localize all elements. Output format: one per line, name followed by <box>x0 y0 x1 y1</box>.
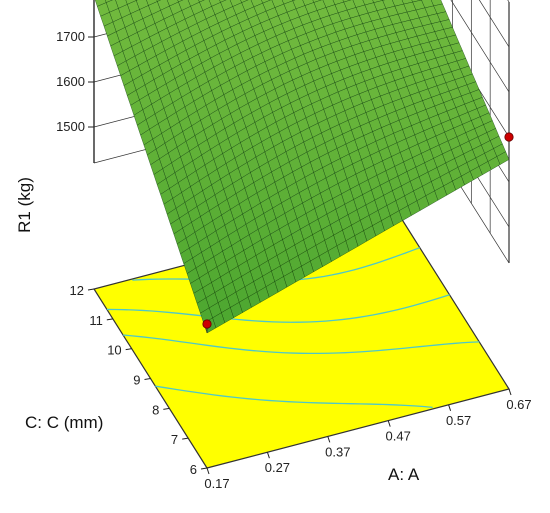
a-tick-label: 0.27 <box>265 460 290 475</box>
c-tick-label: 10 <box>107 343 121 358</box>
z-tick-label: 1700 <box>56 29 85 44</box>
c-tick-mark <box>106 318 113 321</box>
z-axis-label: R1 (kg) <box>15 177 34 233</box>
a-tick-label: 0.57 <box>446 413 471 428</box>
contour-line <box>123 334 480 355</box>
a-tick-mark <box>266 452 270 459</box>
c-tick-mark <box>200 467 208 470</box>
contour-line <box>155 385 433 408</box>
c-tick-mark <box>144 378 151 380</box>
c-tick-mark <box>87 288 95 291</box>
axis-ticks: 15001600170018001900200067891011120.170.… <box>56 29 532 491</box>
z-tick-label: 1500 <box>56 119 85 134</box>
a-tick-label: 0.37 <box>325 444 350 459</box>
contour-line <box>106 294 450 323</box>
y-axis-label: C: C (mm) <box>25 413 103 432</box>
c-tick-mark <box>182 437 189 440</box>
design-point <box>504 132 514 142</box>
a-tick-mark <box>508 388 512 396</box>
c-tick-label: 12 <box>70 283 84 298</box>
x-axis-label: A: A <box>388 465 420 484</box>
a-tick-mark <box>387 420 391 427</box>
a-tick-label: 0.17 <box>204 476 229 491</box>
c-tick-mark <box>163 407 170 410</box>
c-tick-label: 8 <box>152 402 159 417</box>
design-points <box>202 132 514 333</box>
a-tick-mark <box>448 404 452 411</box>
z-tick-label: 1600 <box>56 74 85 89</box>
grid-line-wall-z <box>450 0 510 93</box>
c-tick-label: 7 <box>171 432 178 447</box>
c-tick-label: 6 <box>190 462 197 477</box>
a-tick-label: 0.67 <box>506 397 531 412</box>
c-tick-label: 9 <box>133 373 140 388</box>
a-tick-mark <box>206 467 210 475</box>
response-surface <box>94 0 510 334</box>
a-tick-mark <box>327 436 331 443</box>
c-tick-mark <box>125 348 132 351</box>
c-tick-label: 11 <box>89 313 103 328</box>
a-tick-label: 0.47 <box>386 429 411 444</box>
design-point <box>202 319 212 329</box>
